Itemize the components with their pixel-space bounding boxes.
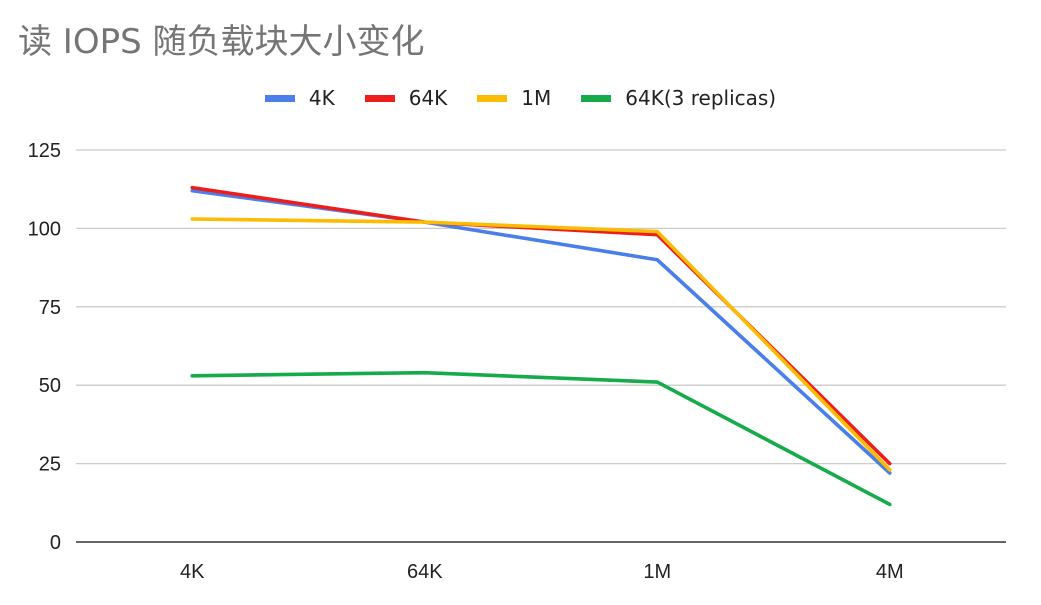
series-line-0 — [190, 188, 892, 475]
x-tick-label: 1M — [643, 561, 671, 583]
legend-label: 1M — [521, 86, 552, 110]
x-tick-label: 4M — [876, 561, 904, 583]
x-tick-label: 64K — [407, 561, 443, 583]
legend-swatch — [581, 94, 612, 102]
legend-label: 64K(3 replicas) — [625, 86, 777, 110]
legend-swatch — [364, 94, 395, 102]
legend-item: 64K(3 replicas) — [581, 86, 776, 110]
series-line-2 — [190, 217, 892, 472]
y-tick-label: 50 — [39, 375, 61, 397]
y-tick-label: 100 — [28, 218, 61, 240]
y-tick-label: 25 — [39, 454, 61, 476]
legend-swatch — [477, 94, 508, 102]
legend-swatch — [264, 94, 295, 102]
legend-item: 1M — [477, 86, 551, 110]
y-tick-label: 125 — [28, 140, 61, 162]
y-tick-label: 75 — [39, 297, 61, 319]
legend-label: 64K — [408, 86, 448, 110]
y-tick-label: 0 — [50, 532, 61, 554]
legend: 4K 64K 1M 64K(3 replicas) — [0, 86, 1041, 110]
legend-label: 4K — [308, 86, 335, 110]
series-line-3 — [190, 370, 892, 507]
legend-item: 64K — [364, 86, 448, 110]
legend-item: 4K — [264, 86, 335, 110]
x-tick-label: 4K — [180, 561, 205, 583]
chart-title: 读 IOPS 随负载块大小变化 — [18, 22, 425, 62]
